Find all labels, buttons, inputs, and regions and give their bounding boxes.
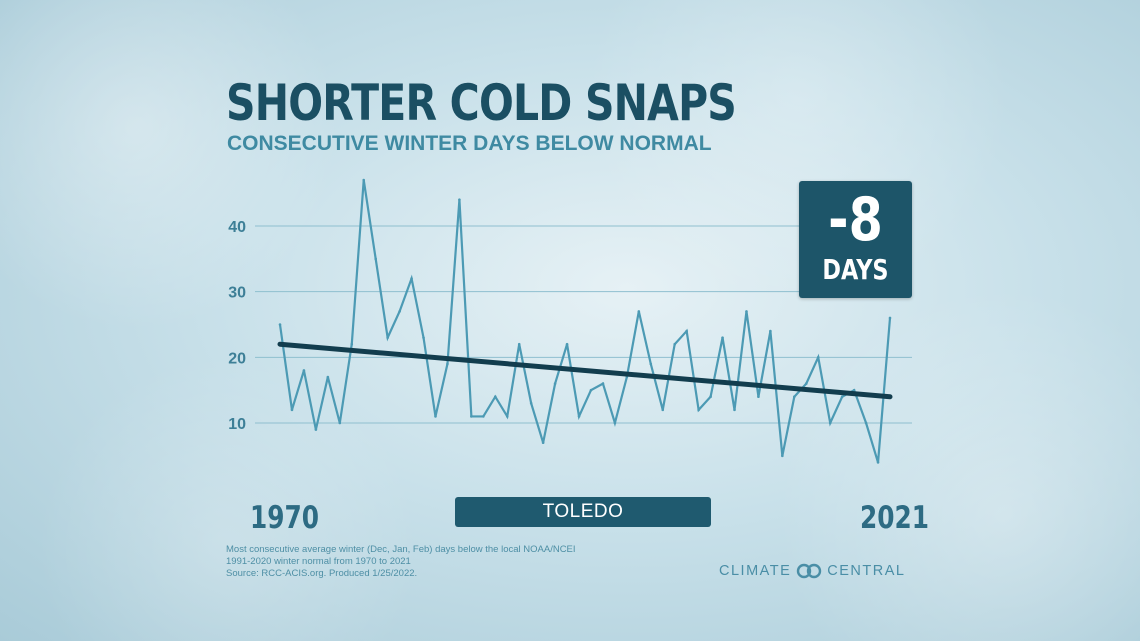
data-point: [840, 395, 844, 399]
data-point: [553, 382, 557, 385]
data-point: [816, 356, 820, 359]
data-point: [458, 198, 461, 202]
data-point: [541, 441, 545, 445]
data-point: [517, 342, 521, 346]
data-point: [422, 336, 425, 339]
location-label: TOLEDO: [455, 497, 711, 527]
data-point: [769, 329, 772, 333]
data-point: [505, 415, 509, 418]
data-point: [470, 415, 473, 418]
data-point: [828, 421, 832, 425]
data-point: [721, 336, 724, 339]
data-point: [529, 402, 533, 405]
data-point: [362, 178, 366, 182]
y-tick-label: 20: [228, 350, 246, 367]
data-point: [613, 421, 617, 425]
data-point: [374, 257, 377, 261]
data-point: [589, 388, 593, 392]
change-value: -8: [828, 185, 883, 255]
data-point: [386, 336, 389, 339]
brand-word-right: CENTRAL: [827, 563, 906, 579]
data-point: [793, 395, 796, 399]
data-point: [482, 415, 485, 418]
data-point: [888, 316, 892, 320]
y-tick-label: 40: [228, 219, 246, 236]
data-point: [290, 408, 294, 412]
data-point: [278, 323, 282, 326]
change-badge: -8 DAYS: [799, 181, 912, 298]
page-subtitle: CONSECUTIVE WINTER DAYS BELOW NORMAL: [227, 132, 712, 155]
data-point: [314, 428, 318, 431]
page-title: SHORTER COLD SNAPS: [226, 74, 737, 132]
data-point: [649, 362, 653, 366]
data-point: [446, 362, 449, 366]
data-point: [804, 382, 808, 385]
y-tick-label: 30: [228, 285, 246, 302]
source-line: 1991-2020 winter normal from 1970 to 202…: [226, 556, 411, 567]
end-year-label: 2021: [860, 500, 930, 536]
data-point: [709, 395, 712, 399]
data-point: [697, 408, 700, 412]
data-point: [434, 415, 437, 418]
source-note: Most consecutive average winter (Dec, Ja…: [226, 544, 686, 580]
data-point: [577, 415, 581, 418]
data-point: [864, 421, 868, 425]
interlocking-rings-icon: [797, 563, 822, 579]
data-point: [876, 461, 880, 464]
data-point: [637, 310, 641, 313]
data-point: [338, 421, 342, 425]
data-point: [852, 388, 856, 392]
brand-word-left: CLIMATE: [719, 563, 792, 579]
y-tick-label: 10: [228, 416, 246, 433]
trend-line: [277, 341, 893, 400]
data-point: [302, 369, 306, 372]
start-year-label: 1970: [250, 500, 320, 536]
data-point: [565, 342, 569, 346]
data-point: [757, 395, 760, 399]
data-point: [410, 277, 413, 280]
data-point: [745, 310, 748, 313]
data-point: [673, 342, 677, 346]
series-line: [278, 179, 892, 463]
data-point: [601, 382, 605, 385]
data-point: [398, 310, 401, 313]
data-point: [661, 408, 665, 412]
brand-logo: CLIMATE CENTRAL: [719, 562, 905, 580]
data-point: [733, 408, 736, 412]
source-line: Source: RCC-ACIS.org. Produced 1/25/2022…: [226, 568, 418, 579]
data-point: [350, 342, 354, 346]
data-point: [685, 329, 688, 333]
data-point: [326, 375, 330, 379]
source-line: Most consecutive average winter (Dec, Ja…: [226, 544, 576, 555]
data-point: [493, 395, 497, 399]
change-unit: DAYS: [822, 253, 889, 286]
data-point: [781, 454, 784, 458]
